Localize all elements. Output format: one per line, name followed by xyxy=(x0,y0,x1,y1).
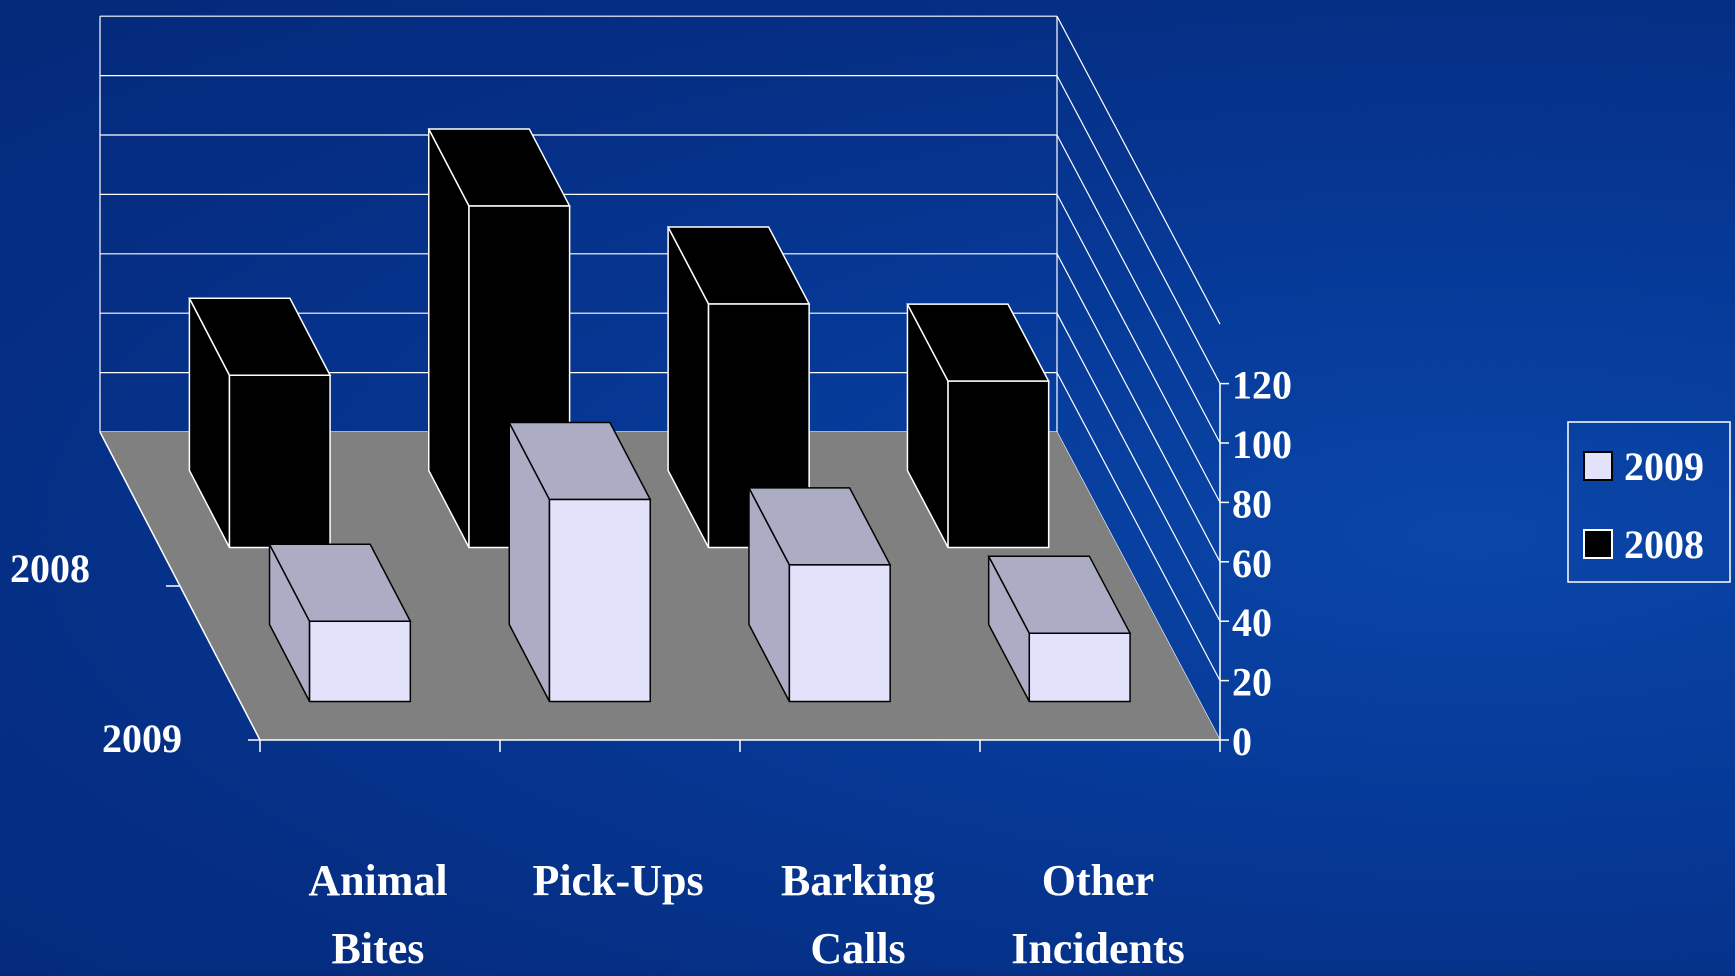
y-tick-label: 40 xyxy=(1232,600,1272,645)
x-category-label: Incidents xyxy=(1011,924,1185,971)
bar-2008-0 xyxy=(229,375,330,547)
y-tick-label: 80 xyxy=(1232,481,1272,526)
x-category-label: Barking xyxy=(781,856,935,905)
legend-swatch-2008 xyxy=(1584,530,1612,558)
legend-label-2008: 2008 xyxy=(1624,522,1704,567)
x-category-label: Other xyxy=(1042,856,1154,905)
bar-2009-2 xyxy=(789,565,890,702)
side-wall-top-edge xyxy=(1057,16,1220,324)
x-category-label: Calls xyxy=(810,924,905,971)
y-tick-label: 100 xyxy=(1232,422,1292,467)
legend-label-2009: 2009 xyxy=(1624,444,1704,489)
side-wall-gridline xyxy=(1057,76,1220,384)
y-tick-label: 20 xyxy=(1232,660,1272,705)
y-tick-label: 60 xyxy=(1232,541,1272,586)
x-category-label: Pick-Ups xyxy=(532,856,703,905)
bar-2009-1 xyxy=(549,500,650,702)
bar-2009-0 xyxy=(310,621,411,701)
side-wall-gridline xyxy=(1057,135,1220,443)
y-tick-label: 0 xyxy=(1232,719,1252,764)
depth-label-2009: 2009 xyxy=(102,716,182,761)
y-tick-label: 120 xyxy=(1232,363,1292,408)
x-category-label: Animal xyxy=(308,856,447,905)
legend-swatch-2009 xyxy=(1584,452,1612,480)
legend: 2009 2008 xyxy=(1568,422,1730,582)
depth-label-2008: 2008 xyxy=(10,546,90,591)
x-category-label: Bites xyxy=(332,924,425,971)
bar-2009-3 xyxy=(1029,633,1130,701)
bar-2008-3 xyxy=(948,381,1049,547)
side-wall-gridline xyxy=(1057,194,1220,502)
